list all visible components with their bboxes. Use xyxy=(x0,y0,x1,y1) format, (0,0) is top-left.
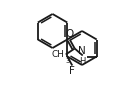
Text: 3: 3 xyxy=(66,58,70,64)
Text: O: O xyxy=(66,28,74,38)
Text: H: H xyxy=(79,57,86,66)
Text: CH: CH xyxy=(52,50,65,59)
Text: N: N xyxy=(78,46,86,56)
Text: F: F xyxy=(69,66,75,76)
